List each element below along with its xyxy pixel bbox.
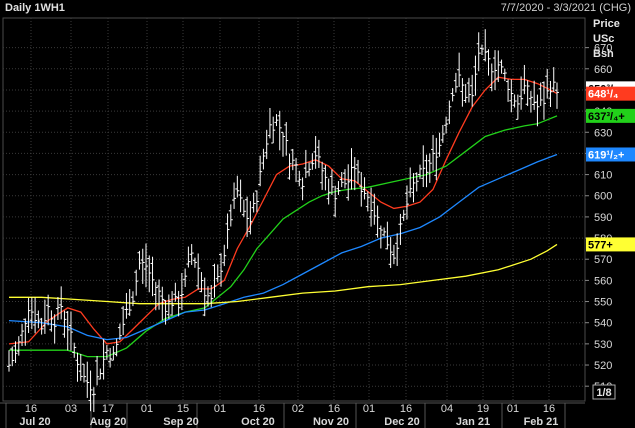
ma-line-1 <box>8 76 558 345</box>
x-month-label: Jul 20 <box>19 416 50 428</box>
fraction-box <box>592 384 616 400</box>
x-day-tick-label: 17 <box>102 403 114 415</box>
x-day-tick-label: 16 <box>25 403 37 415</box>
y-tick-label: 610 <box>594 170 612 182</box>
chart-title: Daily 1WH1 <box>5 2 65 14</box>
price-bars <box>7 29 559 413</box>
x-day-tick-label: 16 <box>543 403 555 415</box>
x-day-tick-label: 19 <box>477 403 489 415</box>
price-unit-label: Price <box>593 18 620 30</box>
currency-unit-label: USc <box>593 33 615 45</box>
x-month-label: Nov 20 <box>313 416 349 428</box>
x-day-tick-label: 02 <box>292 403 304 415</box>
fraction-label: 1/8 <box>596 387 611 399</box>
x-day-tick-label: 16 <box>253 403 265 415</box>
x-month-label: Sep 20 <box>163 416 198 428</box>
volume-unit-label: Bsh <box>593 48 614 60</box>
y-tick-label: 540 <box>594 318 612 330</box>
x-month-label: Jan 21 <box>456 416 490 428</box>
x-month-label: Dec 20 <box>384 416 419 428</box>
x-day-tick-label: 04 <box>441 403 453 415</box>
last-value-badge <box>586 237 635 252</box>
x-month-label: Aug 20 <box>90 416 127 428</box>
x-day-tick-label: 01 <box>507 403 519 415</box>
x-day-tick-label: 01 <box>214 403 226 415</box>
y-tick-label: 670 <box>594 43 612 55</box>
y-tick-label: 590 <box>594 212 612 224</box>
x-day-tick-label: 15 <box>177 403 189 415</box>
ma-line-3 <box>8 153 558 341</box>
x-day-tick-label: 16 <box>328 403 340 415</box>
y-tick-label: 520 <box>594 360 612 372</box>
last-value-badge <box>586 86 635 101</box>
y-tick-label: 550 <box>594 297 612 309</box>
y-tick-label: 530 <box>594 339 612 351</box>
last-value-label: 648¹/₄ <box>588 89 618 101</box>
last-value-label: 619¹/₂+ <box>588 149 624 161</box>
y-tick-label: 660 <box>594 64 612 76</box>
y-tick-label: 600 <box>594 191 612 203</box>
y-tick-label: 560 <box>594 275 612 287</box>
last-value-badge <box>586 108 635 123</box>
date-range: 7/7/2020 - 3/3/2021 (CHG) <box>500 2 631 14</box>
plot-frame <box>2 17 586 402</box>
last-value-badge <box>586 147 635 162</box>
x-day-tick-label: 01 <box>363 403 375 415</box>
x-month-label: Feb 21 <box>524 416 559 428</box>
x-day-tick-label: 16 <box>400 403 412 415</box>
y-tick-label: 570 <box>594 254 612 266</box>
title-bar: Daily 1WH1 7/7/2020 - 3/3/2021 (CHG) <box>0 0 635 16</box>
ma-line-4 <box>9 243 558 305</box>
y-tick-label: 630 <box>594 127 612 139</box>
ma-line-2 <box>9 115 558 358</box>
last-value-label: 577+ <box>588 239 613 251</box>
last-value-label: 637³/₄+ <box>588 111 625 123</box>
x-day-tick-label: 03 <box>65 403 77 415</box>
x-month-label: Oct 20 <box>241 416 275 428</box>
x-day-tick-label: 01 <box>141 403 153 415</box>
